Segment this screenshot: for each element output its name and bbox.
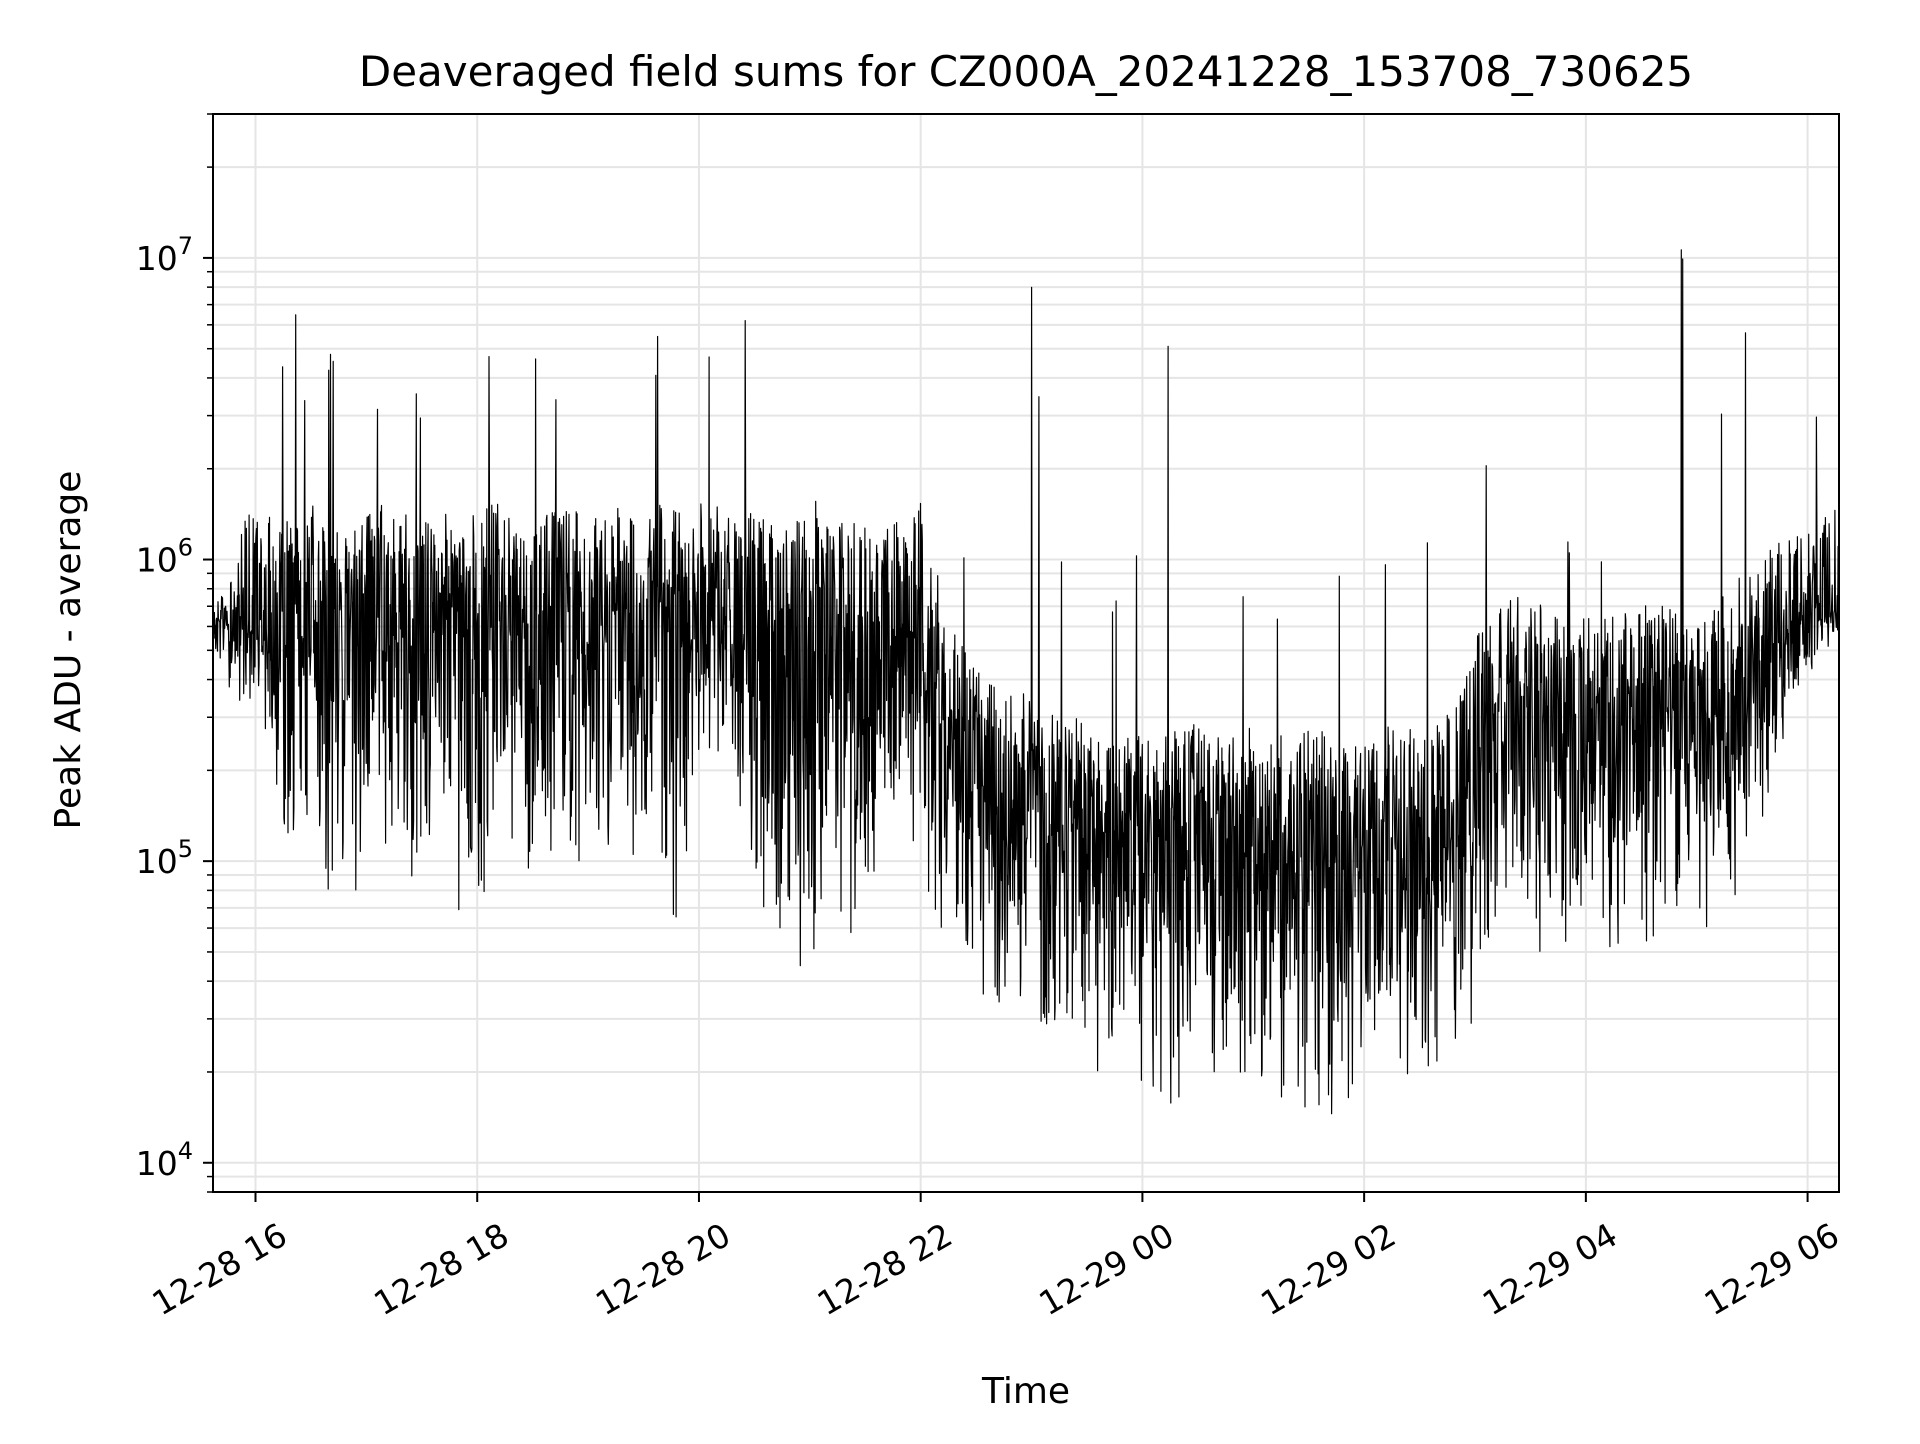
data-layer [212, 249, 1840, 1115]
y-tick-base: 10 [136, 541, 178, 580]
y-tick-label: 107 [136, 232, 193, 278]
chart-title: Deaveraged field sums for CZ000A_2024122… [359, 47, 1693, 96]
y-tick-label: 106 [136, 534, 193, 580]
y-tick-label: 104 [136, 1137, 193, 1183]
x-axis-label: Time [981, 1371, 1070, 1412]
y-tick-base: 10 [136, 842, 178, 881]
plot-frame [212, 113, 1840, 1193]
y-tick-label: 105 [136, 835, 193, 881]
y-tick-base: 10 [136, 1144, 178, 1183]
y-tick-base: 10 [136, 239, 178, 278]
y-axis-label: Peak ADU - average [48, 471, 89, 830]
y-tick-exponent: 6 [178, 534, 193, 562]
series-line [212, 249, 1840, 1115]
y-tick-exponent: 7 [178, 232, 193, 260]
y-tick-exponent: 4 [178, 1137, 193, 1165]
y-tick-exponent: 5 [178, 835, 193, 863]
